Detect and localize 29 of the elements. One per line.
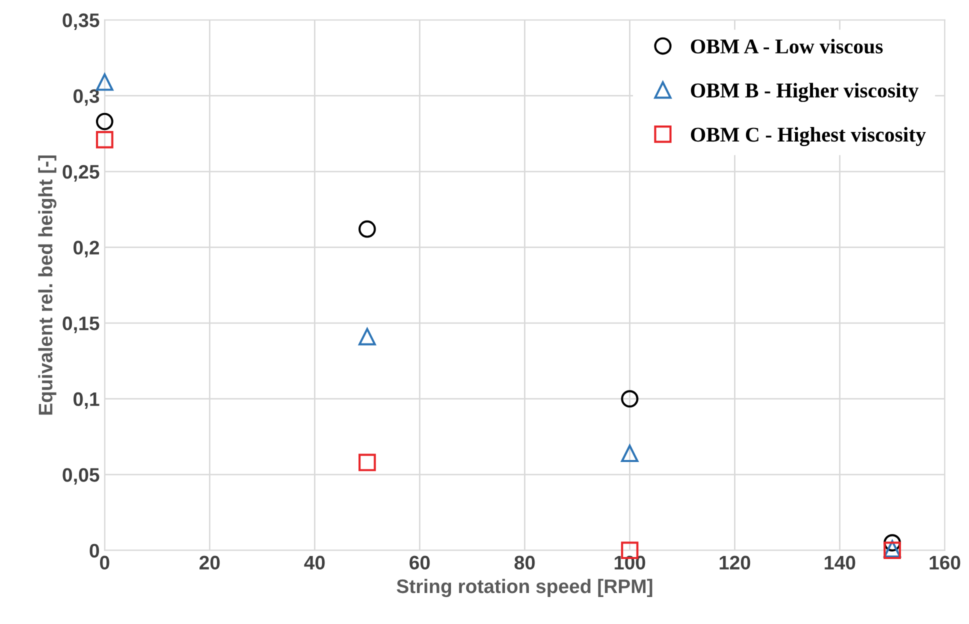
point (358, 454, 376, 472)
point (96, 73, 114, 91)
y-axis-title: Equivalent rel. bed height [-] (38, 156, 56, 415)
x-tick-label: 80 (514, 556, 535, 570)
x-tick-label: 60 (410, 556, 430, 570)
x-tick-label: 40 (304, 556, 325, 570)
x-tick-label: 160 (930, 556, 960, 570)
y-tick-label: 0,1 (74, 392, 100, 409)
legend-label: OBM A - Low viscous (690, 38, 883, 54)
point (621, 390, 638, 408)
y-tick-label: 0,35 (62, 13, 100, 30)
x-tick-label: 140 (824, 556, 856, 570)
y-tick-label: 0,2 (74, 240, 100, 258)
y-tick-label: 0,25 (62, 164, 100, 182)
legend-label: OBM B - Higher viscosity (690, 82, 919, 102)
point (621, 444, 638, 462)
legend-label: OBM C - Highest viscosity (690, 127, 926, 146)
point (358, 328, 376, 346)
point (96, 112, 114, 130)
x-tick-label: 20 (200, 556, 220, 570)
y-tick-label: 0,3 (74, 89, 100, 106)
x-axis-title: String rotation speed [RPM] (396, 578, 652, 598)
point (358, 220, 376, 238)
point (96, 131, 114, 148)
y-tick-label: 0,05 (62, 468, 100, 485)
x-tick-label: 0 (100, 556, 110, 570)
y-tick-label: 0,15 (62, 316, 100, 334)
y-tick-label: 0 (90, 544, 99, 558)
x-tick-label: 120 (720, 556, 750, 570)
